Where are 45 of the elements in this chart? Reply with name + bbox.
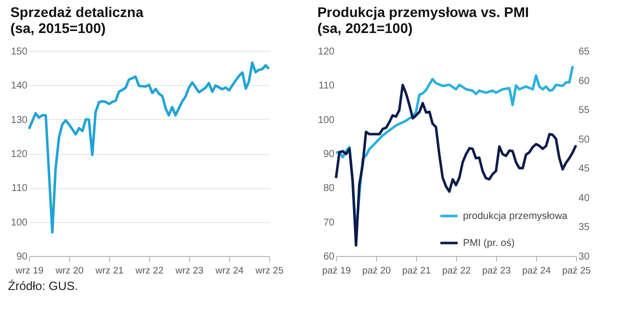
y-tick-label: 150 bbox=[10, 46, 28, 58]
y-tick-label: 130 bbox=[10, 114, 28, 126]
y2-tick-label: 35 bbox=[578, 222, 590, 234]
x-tick-label: paź 21 bbox=[402, 266, 431, 276]
x-tick-label: paź 23 bbox=[482, 266, 511, 276]
x-tick-label: wrz 22 bbox=[134, 266, 164, 276]
y2-tick-label: 30 bbox=[578, 252, 590, 262]
y-tick-label: 140 bbox=[10, 80, 28, 92]
line-series bbox=[28, 61, 270, 234]
y-tick-label: 120 bbox=[10, 149, 28, 160]
y-tick-label: 60 bbox=[323, 252, 335, 262]
x-tick-label: paź 25 bbox=[562, 266, 591, 276]
y2-tick-label: 45 bbox=[578, 164, 590, 175]
y2-tick-label: 65 bbox=[578, 46, 590, 58]
y2-tick-label: 50 bbox=[578, 134, 590, 146]
y-tick-label: 90 bbox=[323, 149, 335, 160]
chart-title: Produkcja przemysłowa vs. PMI bbox=[317, 4, 529, 20]
y-tick-label: 100 bbox=[318, 114, 335, 126]
line-series bbox=[334, 84, 578, 247]
y-tick-label: 110 bbox=[318, 80, 335, 92]
x-tick-label: paź 22 bbox=[442, 266, 471, 276]
chart-subtitle: (sa, 2015=100) bbox=[10, 20, 106, 36]
text: Źródło: GUS. bbox=[7, 278, 80, 295]
chart-title: Sprzedaż detaliczna bbox=[10, 4, 144, 20]
y-tick-label: 80 bbox=[323, 183, 335, 194]
x-tick-label: wrz 25 bbox=[254, 266, 284, 276]
y2-tick-label: 55 bbox=[578, 105, 590, 116]
x-tick-label: paź 24 bbox=[522, 266, 551, 276]
y2-tick-label: 40 bbox=[578, 192, 590, 204]
x-tick-label: wrz 23 bbox=[174, 266, 204, 276]
y2-tick-label: 60 bbox=[578, 76, 590, 87]
y-tick-label: 70 bbox=[323, 217, 335, 228]
y-tick-label: 90 bbox=[16, 252, 28, 262]
legend-label: produkcja przemysłowa bbox=[463, 211, 568, 222]
y-tick-label: 120 bbox=[318, 46, 335, 58]
x-tick-label: wrz 20 bbox=[54, 266, 84, 276]
chart-subtitle: (sa, 2021=100) bbox=[317, 20, 413, 36]
x-tick-label: paź 19 bbox=[322, 266, 351, 276]
x-tick-label: wrz 24 bbox=[214, 266, 244, 276]
x-tick-label: paź 20 bbox=[362, 266, 391, 276]
y-tick-label: 110 bbox=[12, 183, 28, 194]
x-tick-label: wrz 19 bbox=[14, 266, 44, 276]
x-tick-label: wrz 21 bbox=[94, 266, 124, 276]
legend-label: PMI (pr. oś) bbox=[463, 238, 515, 249]
y-tick-label: 100 bbox=[10, 217, 28, 228]
